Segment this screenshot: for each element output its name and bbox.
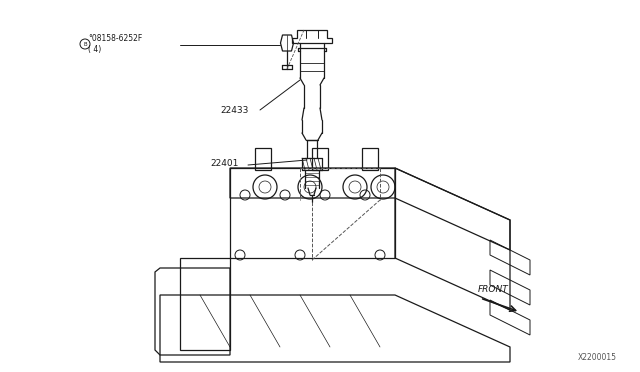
Text: 22433: 22433: [220, 106, 248, 115]
Text: 22401: 22401: [210, 158, 238, 167]
Text: °08158-6252F
( 4): °08158-6252F ( 4): [88, 34, 142, 54]
Text: B: B: [83, 42, 87, 46]
Text: FRONT: FRONT: [478, 285, 509, 295]
Text: X2200015: X2200015: [578, 353, 617, 362]
